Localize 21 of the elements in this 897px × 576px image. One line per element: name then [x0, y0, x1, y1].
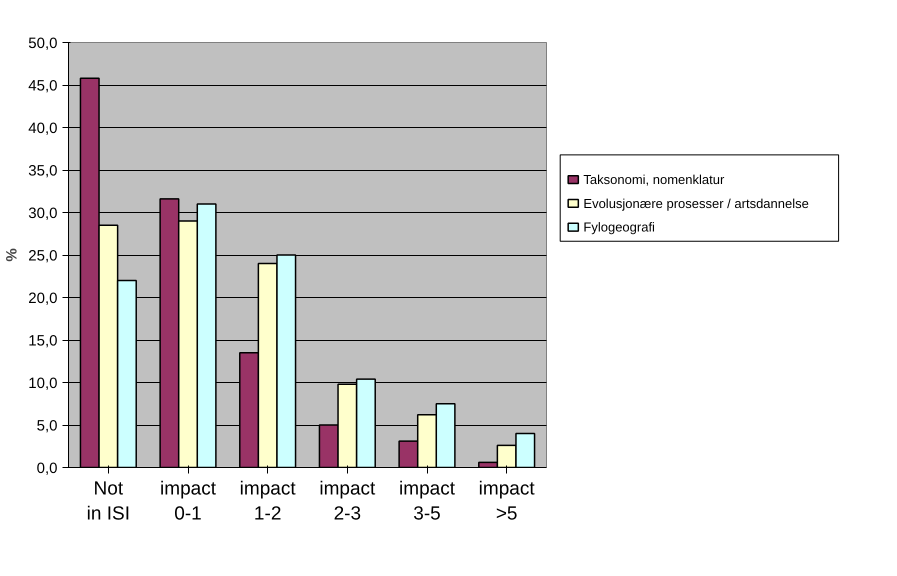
legend-label: Taksonomi, nomenklatur: [583, 172, 725, 188]
y-tick-label: 40,0: [28, 120, 58, 137]
x-tick-label: impact 3-5: [399, 478, 456, 525]
y-axis-title: %: [3, 248, 20, 262]
y-tick-label: 35,0: [28, 162, 58, 180]
legend-label: Fylogeografi: [583, 220, 656, 235]
y-tick-label: 25,0: [28, 248, 58, 264]
x-tick-label: Not in ISI: [86, 478, 130, 525]
y-tick-label: 50,0: [28, 35, 58, 52]
x-tick-label: impact 1-2: [240, 478, 296, 525]
y-tick-label: 10,0: [28, 375, 58, 392]
y-tick-label: 45,0: [28, 78, 58, 94]
y-tick-label: 30,0: [28, 205, 58, 222]
y-tick-label: 0,0: [36, 460, 58, 477]
y-tick-label: 20,0: [28, 290, 58, 307]
x-tick-label: impact 2-3: [319, 478, 376, 525]
x-tick-label: impact 0-1: [160, 478, 217, 525]
y-tick-label: 15,0: [28, 332, 58, 350]
y-tick-label: 5,0: [36, 418, 58, 434]
legend-label: Evolusjonære prosesser / artsdannelse: [583, 196, 809, 211]
x-tick-label: impact >5: [478, 478, 536, 525]
